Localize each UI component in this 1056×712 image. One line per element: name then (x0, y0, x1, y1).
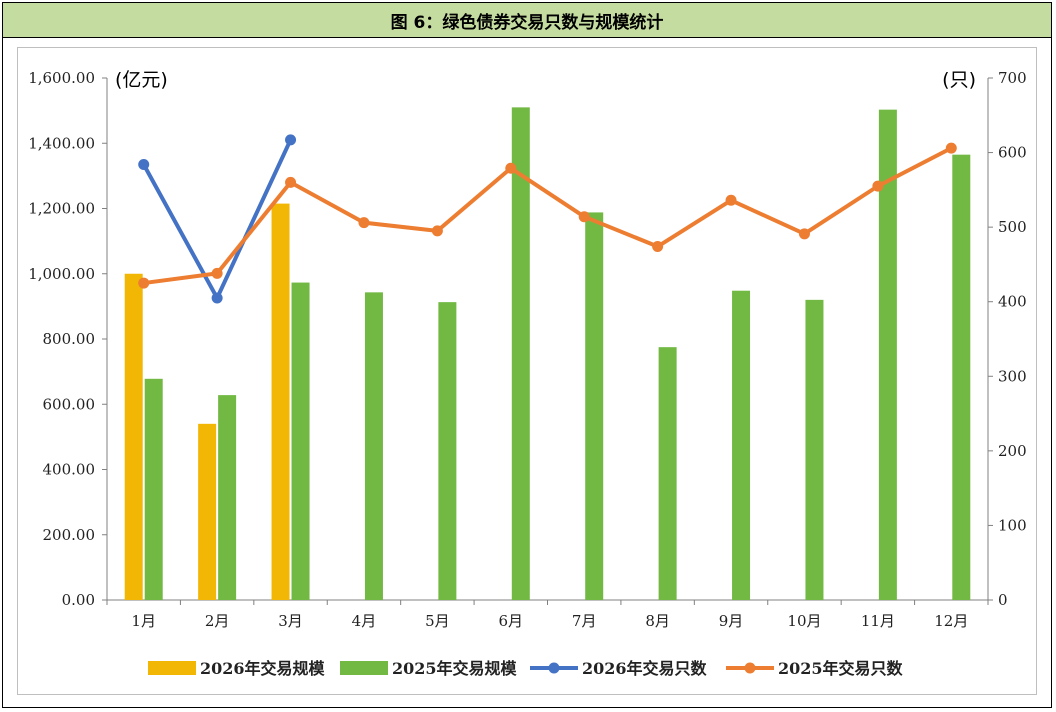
bar-2025 (438, 302, 457, 600)
left-tick-label: 1,200.00 (28, 200, 95, 218)
legend-swatch (340, 661, 388, 675)
bar-2026 (271, 203, 290, 600)
bar-2026 (198, 423, 217, 600)
x-tick-label: 2月 (205, 612, 230, 630)
right-tick-label: 600 (998, 144, 1027, 162)
point-2025 (431, 225, 443, 237)
chart-svg: 0.00 200.00 400.00 600.00 800.00 1,000.00 1,20… (28, 69, 1027, 678)
x-tick-label: 5月 (425, 612, 450, 630)
point-2026 (285, 134, 297, 146)
bar-2025 (144, 378, 163, 600)
right-tick-label: 700 (998, 69, 1027, 87)
figure-title: 图 6：绿色债券交易只数与规模统计 (3, 3, 1051, 38)
point-2025 (725, 194, 737, 206)
right-axis-unit: (只) (942, 69, 976, 91)
legend-label: 2025年交易规模 (392, 659, 518, 678)
x-tick-label: 6月 (499, 612, 524, 630)
left-axis-unit: (亿元) (115, 69, 168, 91)
point-2026 (211, 292, 223, 304)
left-tick-label: 1,600.00 (28, 69, 95, 87)
x-tick-label: 11月 (861, 612, 895, 630)
legend-label: 2025年交易只数 (778, 659, 904, 678)
bar-2025 (732, 290, 751, 600)
x-tick-label: 4月 (352, 612, 377, 630)
point-2025 (358, 217, 370, 229)
x-tick-label: 10月 (787, 612, 821, 630)
bar-2025 (291, 282, 310, 600)
chart-area: 0.00 200.00 400.00 600.00 800.00 1,000.00 1,20… (17, 47, 1037, 695)
bar-2025 (218, 395, 237, 600)
right-tick-label: 0 (998, 591, 1008, 609)
legend-marker (548, 662, 560, 674)
right-tick-label: 100 (998, 516, 1027, 534)
bar-2025 (952, 154, 971, 600)
legend-swatch (148, 661, 196, 675)
left-tick-label: 200.00 (43, 526, 96, 544)
right-tick-label: 400 (998, 293, 1027, 311)
bar-2025 (658, 347, 677, 600)
bar-2025 (585, 212, 604, 601)
right-tick-label: 300 (998, 367, 1027, 385)
right-tick-label: 200 (998, 442, 1027, 460)
point-2025 (945, 142, 957, 154)
point-2025 (652, 241, 664, 253)
bar-2025 (805, 299, 824, 600)
point-2026 (138, 159, 150, 171)
point-2025 (798, 228, 810, 240)
legend-label: 2026年交易只数 (582, 659, 708, 678)
right-tick-label: 500 (998, 218, 1027, 236)
bar-2026 (124, 273, 143, 600)
left-tick-label: 400.00 (43, 461, 96, 479)
x-tick-label: 3月 (278, 612, 303, 630)
x-tick-label: 12月 (934, 612, 968, 630)
left-tick-label: 800.00 (43, 330, 96, 348)
x-tick-label: 1月 (131, 612, 156, 630)
x-tick-label: 9月 (719, 612, 744, 630)
left-tick-label: 1,000.00 (28, 265, 95, 283)
point-2025 (285, 176, 297, 188)
point-2025 (872, 180, 884, 192)
point-2025 (578, 211, 590, 223)
bar-2025 (878, 109, 897, 601)
left-tick-label: 1,400.00 (28, 134, 95, 152)
point-2025 (505, 162, 517, 174)
legend-label: 2026年交易规模 (200, 659, 326, 678)
x-tick-label: 7月 (572, 612, 597, 630)
left-tick-label: 600.00 (43, 395, 96, 413)
bar-2025 (364, 292, 383, 600)
point-2025 (211, 267, 223, 279)
x-tick-label: 8月 (645, 612, 670, 630)
line-2025 (143, 146, 953, 286)
legend-marker (744, 662, 756, 674)
point-2025 (138, 277, 150, 289)
left-tick-label: 0.00 (62, 591, 95, 609)
bar-2025 (511, 107, 530, 601)
